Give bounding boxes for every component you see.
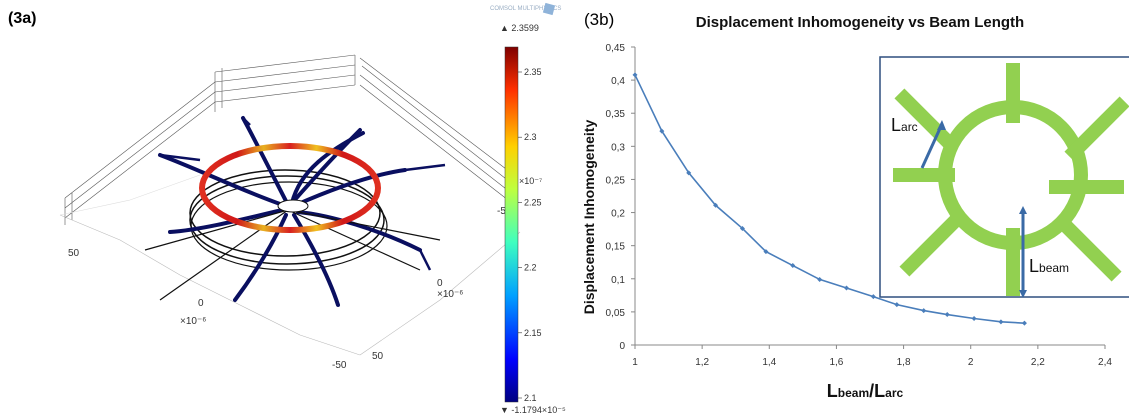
data-point <box>763 249 769 255</box>
logo-cube-icon <box>542 2 556 16</box>
y-tick-label: 0,15 <box>606 242 626 253</box>
data-point <box>870 294 876 300</box>
comsol-logo: COMSOL MULTIPHYSICS <box>490 2 561 16</box>
x-axis-label: Lbeam/Larc <box>827 381 904 401</box>
data-point <box>998 319 1004 325</box>
deformed-ring <box>199 143 381 233</box>
colorbar-exponent: ×10⁻⁷ <box>519 176 542 186</box>
y-tick-label: 0,4 <box>611 76 625 87</box>
colorbar-gradient <box>504 46 519 403</box>
data-point <box>817 276 823 282</box>
y-tick-label: 0,3 <box>611 142 625 153</box>
y-tick-label: 0,25 <box>606 175 626 186</box>
panel-3b: (3b) Displacement Inhomogeneity vs Beam … <box>580 0 1129 418</box>
y-axis-label: Displacement Inhomogeneity <box>581 120 597 315</box>
support-ring-inner <box>189 175 385 265</box>
colorbar-tick-label: 2.3 <box>524 132 537 142</box>
support-lines <box>144 209 441 301</box>
beam-tips <box>159 117 446 271</box>
center-hub <box>277 199 309 213</box>
axis-tick: 50 <box>68 248 80 259</box>
y-tick-label: 0,05 <box>606 308 626 319</box>
chart-title: Displacement Inhomogeneity vs Beam Lengt… <box>696 14 1024 31</box>
arrow-head-icon <box>937 120 946 130</box>
data-point <box>844 285 849 291</box>
x-tick-labels: 1 1,2 1,4 1,6 1,8 2 2,2 2,4 <box>632 357 1112 368</box>
data-point <box>944 312 950 318</box>
x-tick-label: 2 <box>968 357 974 368</box>
arrow-head-icon <box>1019 290 1027 298</box>
data-point <box>790 263 796 269</box>
axis-unit: ×10⁻⁶ <box>437 289 463 300</box>
data-point <box>713 202 719 208</box>
inset-schematic: Larc Lbeam <box>879 56 1129 298</box>
y-tick-label: 0 <box>619 341 625 352</box>
l-arc-arrow <box>920 123 944 169</box>
bounding-box <box>59 54 521 356</box>
colorbar: ▲ 2.3599 ▼ -1.1794×10⁻⁵ ×10⁻⁷ 2.35 2.3 2.2… <box>500 23 566 415</box>
chart-axes <box>631 46 1106 349</box>
colorbar-tick-label: 2.25 <box>524 197 542 207</box>
support-ring-outer <box>189 169 381 257</box>
data-point <box>686 170 692 176</box>
colorbar-tick-label: 2.15 <box>524 328 542 338</box>
colorbar-tick-label: 2.35 <box>524 67 542 77</box>
data-point <box>1021 320 1027 326</box>
panel-3a: (3a) C <box>8 2 566 415</box>
x-tick-label: 1,6 <box>829 357 843 368</box>
data-point <box>894 302 900 308</box>
line-chart: Displacement Inhomogeneity vs Beam Lengt… <box>581 14 1129 401</box>
series-line <box>632 72 1027 326</box>
colorbar-tick-label: 2.2 <box>524 263 537 273</box>
l-beam-label: Lbeam <box>1029 256 1069 276</box>
l-arc-label: Larc <box>891 115 918 135</box>
panel-label-3a: (3a) <box>8 10 37 27</box>
colorbar-min: ▼ -1.1794×10⁻⁵ <box>500 405 566 415</box>
axis-tick: -50 <box>497 206 512 217</box>
arrow-head-icon <box>1019 206 1027 214</box>
axis-tick: 50 <box>372 351 384 362</box>
logo-text: COMSOL MULTIPHYSICS <box>490 6 561 12</box>
x-tick-label: 1,8 <box>897 357 911 368</box>
data-point <box>632 72 638 78</box>
x-tick-label: 1,4 <box>762 357 776 368</box>
y-tick-label: 0,2 <box>611 209 625 220</box>
data-point <box>921 308 927 314</box>
x-tick-label: 2,4 <box>1098 357 1112 368</box>
y-tick-label: 0,1 <box>611 275 625 286</box>
panel-label-3b: (3b) <box>584 10 615 29</box>
x-tick-label: 1,2 <box>695 357 709 368</box>
inset-ring-beams <box>893 63 1129 296</box>
data-point <box>971 316 977 322</box>
x-tick-label: 1 <box>632 357 638 368</box>
axis-tick: 0 <box>198 298 204 309</box>
y-tick-label: 0,35 <box>606 109 626 120</box>
simulation-plot: COMSOL MULTIPHYSICS <box>59 2 566 415</box>
data-point <box>739 225 745 231</box>
colorbar-tick-label: 2.1 <box>524 393 537 403</box>
data-point <box>659 128 665 134</box>
axis-unit: ×10⁻⁶ <box>180 316 206 327</box>
series-polyline <box>634 74 1025 324</box>
x-tick-label: 2,2 <box>1031 357 1045 368</box>
y-tick-label: 0,45 <box>606 43 626 54</box>
axis-tick: 0 <box>437 278 443 289</box>
axis-tick: -50 <box>332 360 347 371</box>
colorbar-max: ▲ 2.3599 <box>500 23 539 33</box>
y-tick-labels: 0 0,05 0,1 0,15 0,2 0,25 0,3 0,35 0,4 0,45 <box>606 43 626 352</box>
